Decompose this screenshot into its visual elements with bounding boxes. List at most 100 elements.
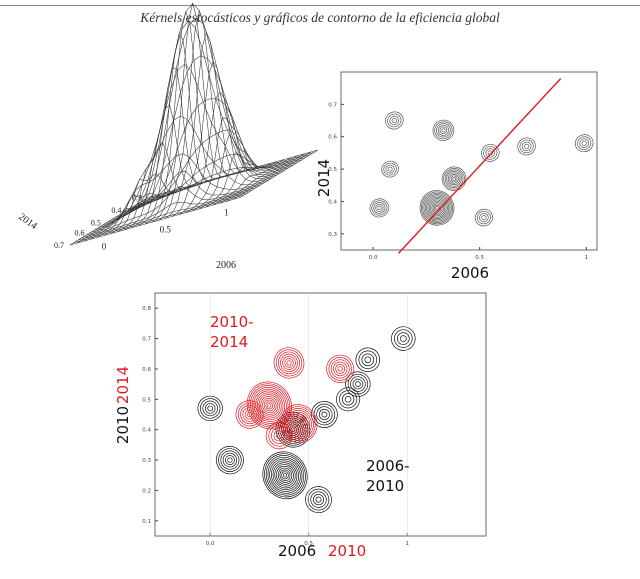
contour-ring xyxy=(432,119,455,141)
contour-ring xyxy=(391,118,397,123)
contour-ring xyxy=(264,453,306,498)
contour-ring xyxy=(436,123,451,138)
contour-ring xyxy=(450,175,458,183)
contour-ring xyxy=(310,491,327,508)
contour-ring xyxy=(336,387,361,412)
contour-ring xyxy=(294,419,303,428)
contour-ring xyxy=(381,160,399,178)
contour-ring xyxy=(385,164,395,174)
surface-row xyxy=(119,55,290,216)
surface-row xyxy=(90,170,261,233)
contour-ring xyxy=(313,403,336,426)
contour-ring xyxy=(339,390,358,409)
y-axis-label-2010: 2010 xyxy=(114,406,132,444)
contour-ring xyxy=(267,403,272,408)
contour-ring xyxy=(277,351,301,375)
contour-ring xyxy=(305,486,332,514)
surface-row xyxy=(127,129,298,211)
y-tick-label: 0.5 xyxy=(328,167,337,173)
contour-ring xyxy=(280,353,298,372)
contour-ring xyxy=(244,409,255,420)
contour-ring xyxy=(276,465,294,485)
surface-column xyxy=(144,10,223,225)
surface-row xyxy=(139,154,310,203)
surface-column xyxy=(233,151,312,200)
y-tick-label: 0.2 xyxy=(142,488,151,494)
contour-ring xyxy=(371,200,388,216)
contour-ring xyxy=(350,376,366,392)
surface-row xyxy=(102,63,273,226)
surface-column xyxy=(90,191,169,240)
page-title: Kérnels estocásticos y gráficos de conto… xyxy=(140,10,500,25)
x-tick-label: 0.0 xyxy=(206,541,215,547)
contour-ring xyxy=(283,408,314,440)
contour-ring xyxy=(286,360,292,366)
x-tick-label: 0.5 xyxy=(304,541,313,547)
surface-column xyxy=(97,189,176,238)
y-axis-label-2014: 2014 xyxy=(114,366,132,404)
surface-column xyxy=(219,155,298,204)
contour-ring xyxy=(200,398,221,419)
contour-ring xyxy=(519,139,534,154)
contour-ring xyxy=(202,400,218,417)
contour-ring xyxy=(215,445,244,475)
axis-ticks: 0.0 0.5 1 0.7 0.6 0.5 0.4 0.3 xyxy=(328,102,588,261)
contour-ring xyxy=(275,349,303,377)
contour-lines-2010-2014 xyxy=(235,347,355,450)
contour-ring xyxy=(282,406,316,442)
contour-ring xyxy=(274,464,296,487)
surface-row xyxy=(69,197,241,246)
contour-ring xyxy=(420,191,454,225)
contour-ring xyxy=(441,128,446,133)
contour-ring xyxy=(263,399,275,412)
annotation-2006-2010-line1: 2006- xyxy=(366,457,410,475)
y-tick-label: 0.7 xyxy=(328,102,337,108)
x-tick-label: 1 xyxy=(405,541,409,547)
contour-ring xyxy=(296,421,301,426)
axis-ticks: 0.0 0.5 1 0.8 0.7 0.6 0.5 0.4 0.3 0.2 0.1 xyxy=(142,293,409,547)
contour-ring xyxy=(265,455,305,496)
contour-ring xyxy=(333,361,348,377)
surface-x-ticks: 00.51 xyxy=(102,207,229,251)
contour-ring xyxy=(419,190,455,226)
contour-ring xyxy=(220,450,240,470)
contour-ring xyxy=(246,411,253,418)
contour-ring xyxy=(292,417,305,430)
contour-ring xyxy=(240,404,260,425)
contour-ring xyxy=(282,355,296,370)
surface-y-tick-label: 0.5 xyxy=(91,218,101,227)
contour-ring xyxy=(277,467,293,483)
contour-ring xyxy=(256,392,282,419)
top-rule xyxy=(0,5,640,6)
contour-ring xyxy=(483,146,498,160)
surface-column xyxy=(124,104,203,231)
contour-ring xyxy=(524,143,530,149)
contour-ring xyxy=(207,405,214,412)
x-tick-label: 1 xyxy=(585,255,589,261)
contour-ring xyxy=(246,381,292,430)
reference-line-segment xyxy=(398,77,562,254)
contour-ring xyxy=(397,332,410,345)
contour-ring xyxy=(373,202,386,214)
contour-ring xyxy=(318,408,330,421)
contour-ring xyxy=(434,121,453,140)
x-axis-label-2006: 2006 xyxy=(278,542,316,560)
contour-ring xyxy=(521,141,532,152)
contour-ring xyxy=(222,452,238,468)
contour-ring xyxy=(369,198,390,218)
contour-ring xyxy=(391,326,416,351)
surface-row xyxy=(74,194,245,243)
contour-ring xyxy=(446,171,462,187)
surface-y-tick-label: 0.7 xyxy=(54,241,64,250)
contour-ring xyxy=(204,403,216,414)
annotation-2010-2014-line1: 2010- xyxy=(210,313,254,331)
contour-ring xyxy=(328,357,352,381)
contour-ring xyxy=(481,215,487,221)
contour-ring xyxy=(268,424,290,447)
y-tick-label: 0.3 xyxy=(328,232,337,238)
plot-frame xyxy=(340,71,598,251)
contour-ring xyxy=(441,166,467,192)
surface-column xyxy=(151,2,230,223)
surface-column xyxy=(103,187,183,236)
surface-column xyxy=(117,142,196,232)
